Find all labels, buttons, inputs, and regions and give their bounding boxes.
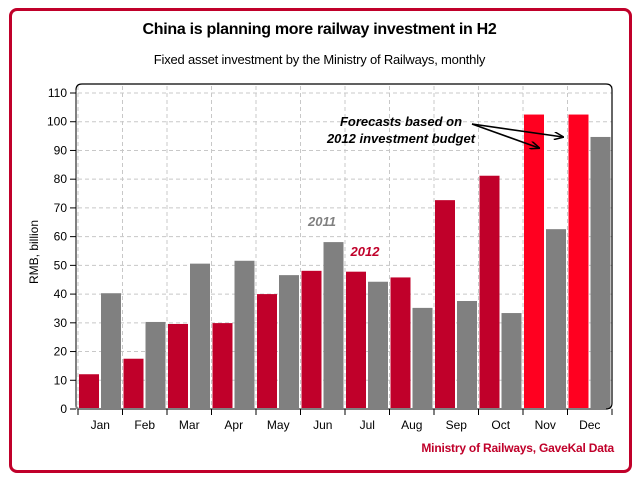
bar-2011-aug xyxy=(412,307,433,409)
bar-2011-feb xyxy=(145,321,166,409)
y-tick-label: 30 xyxy=(54,316,68,330)
bars xyxy=(79,114,611,409)
series-label-2011: 2011 xyxy=(307,214,336,229)
bar-2012-sep xyxy=(435,200,455,409)
gridlines xyxy=(77,86,613,409)
plot-frame xyxy=(75,83,613,410)
x-tick-label-oct: Oct xyxy=(491,418,510,432)
y-tick-label: 70 xyxy=(54,201,68,215)
annotation-line-2: 2012 investment budget xyxy=(326,131,476,146)
source-note: Ministry of Railways, GaveKal Data xyxy=(421,441,614,455)
chart-subtitle: Fixed asset investment by the Ministry o… xyxy=(153,52,486,67)
y-tick-label: 50 xyxy=(54,258,68,272)
bar-2012-dec xyxy=(568,114,589,409)
bar-2012-jul xyxy=(346,271,366,409)
x-tick-label-jul: Jul xyxy=(360,418,375,432)
x-tick-label-aug: Aug xyxy=(401,418,422,432)
y-axis-label: RMB, billion xyxy=(27,220,41,284)
y-axis-ticks: 0 10 20 30 40 50 60 70 80 90 100 110 xyxy=(47,86,76,416)
bar-2011-dec xyxy=(590,136,611,409)
annotation-arrow-dec xyxy=(471,123,563,137)
y-tick-label: 100 xyxy=(47,115,67,129)
y-tick-label: 0 xyxy=(60,402,67,416)
y-tick-label: 60 xyxy=(54,230,68,244)
bar-2011-jan xyxy=(101,293,121,409)
y-tick-label: 80 xyxy=(54,172,68,186)
bar-2011-apr xyxy=(234,260,255,409)
bar-2011-oct xyxy=(501,313,522,409)
bar-2012-mar xyxy=(168,323,188,409)
bar-2011-mar xyxy=(190,263,210,409)
axes xyxy=(75,90,606,410)
x-tick-label-feb: Feb xyxy=(134,418,155,432)
x-tick-label-sep: Sep xyxy=(446,418,468,432)
bar-2012-oct xyxy=(479,175,500,409)
bar-2012-may xyxy=(257,294,277,409)
bar-2012-jan xyxy=(79,374,99,409)
y-tick-label: 10 xyxy=(54,373,68,387)
x-tick-label-nov: Nov xyxy=(535,418,556,432)
bar-2011-jun xyxy=(323,242,344,409)
x-tick-label-jan: Jan xyxy=(91,418,110,432)
x-tick-label-apr: Apr xyxy=(224,418,243,432)
chart-title: China is planning more railway investmen… xyxy=(142,21,497,38)
x-tick-label-may: May xyxy=(267,418,290,432)
bar-2012-feb xyxy=(123,358,144,409)
y-tick-label: 110 xyxy=(48,86,67,100)
y-tick-label: 90 xyxy=(54,143,68,157)
x-tick-label-mar: Mar xyxy=(179,418,200,432)
bar-2011-jul xyxy=(368,281,388,409)
bar-2012-nov xyxy=(524,114,544,409)
bar-2011-nov xyxy=(546,229,566,409)
annotation-line-1: Forecasts based on xyxy=(340,114,462,129)
x-tick-label-dec: Dec xyxy=(579,418,600,432)
y-tick-label: 40 xyxy=(54,287,68,301)
bar-2012-jun xyxy=(301,270,322,409)
annotation-arrow-nov xyxy=(471,123,539,148)
bar-2011-may xyxy=(279,275,299,409)
x-axis-ticks: Jan Feb Mar Apr May Jun Jul Aug Sep Oct Nov Dec xyxy=(77,409,613,432)
bar-2011-sep xyxy=(457,300,477,409)
series-label-2012: 2012 xyxy=(350,244,381,259)
y-tick-label: 20 xyxy=(54,345,68,359)
forecast-annotation: Forecasts based on 2012 investment budge… xyxy=(326,114,563,148)
x-tick-label-jun: Jun xyxy=(313,418,332,432)
bar-2012-aug xyxy=(390,277,411,409)
bar-2012-apr xyxy=(212,323,233,409)
chart-frame xyxy=(9,8,632,473)
